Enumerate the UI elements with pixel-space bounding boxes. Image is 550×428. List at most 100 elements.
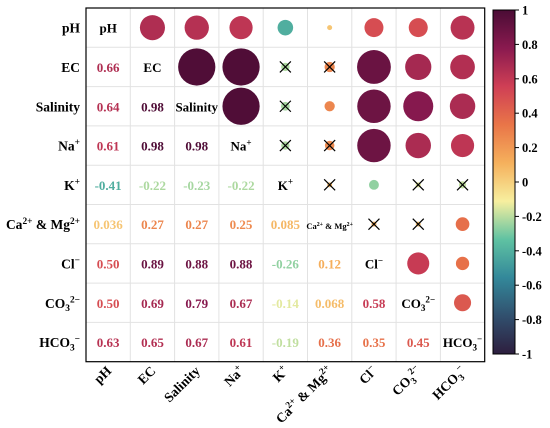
correlation-circle [450, 133, 475, 158]
not-significant-cross-icon [279, 139, 292, 152]
not-significant-cross-icon [412, 218, 425, 231]
correlation-circle [454, 294, 472, 312]
coefficient-label: 0.88 [230, 256, 253, 271]
correlation-circle [229, 16, 253, 40]
cross-stroke [368, 218, 380, 231]
row-label: Ca2+ & Mg2+ [6, 217, 80, 232]
coefficient-label: -0.22 [228, 178, 255, 193]
coefficient-label: 0.12 [318, 256, 341, 271]
diagonal-label: Na+ [231, 137, 252, 153]
cross-stroke [323, 178, 336, 191]
correlation-circle [184, 15, 209, 40]
not-significant-cross-icon [368, 218, 380, 231]
diagonal-label: pH [99, 21, 116, 36]
column-label: Cl− [356, 363, 380, 387]
correlation-circle [455, 217, 470, 231]
cells: pH 0.66 EC 0.64 0.98 Salinity 0.61 0.98 0.98 Na+ -… [94, 15, 482, 352]
row-labels: pH EC Salinity Na+ K+ Ca2+ & Mg2+ Cl− CO32− HCO3… [6, 21, 81, 354]
coefficient-label: 0.61 [97, 139, 120, 154]
row-label: EC [61, 60, 80, 75]
correlation-circle [357, 128, 391, 163]
coefficient-label: -0.23 [183, 178, 211, 193]
correlation-circle [364, 18, 384, 38]
coefficient-label: 0.67 [185, 335, 208, 350]
row-label: CO32− [45, 295, 80, 314]
diagonal-label: EC [143, 60, 161, 75]
column-label: K+ [269, 363, 291, 385]
colorbar-tick-label: -0.8 [522, 313, 542, 327]
plot-frame [85, 7, 486, 363]
row-label: Na+ [58, 138, 80, 153]
correlation-circle [408, 18, 428, 38]
correlation-circle [405, 53, 432, 81]
not-significant-cross-icon [323, 139, 336, 152]
coefficient-label: 0.61 [230, 335, 253, 350]
not-significant-cross-icon [323, 178, 336, 191]
colorbar-tick-label: 0.6 [522, 72, 538, 86]
correlation-circle [324, 101, 335, 112]
diagonal-label: Salinity [175, 99, 218, 114]
coefficient-label: 0.67 [230, 296, 253, 311]
diagonal-label: Cl− [365, 255, 383, 271]
coefficient-label: 0.98 [141, 99, 164, 114]
coefficient-label: 0.98 [141, 139, 164, 154]
coefficient-label: 0.036 [94, 217, 124, 232]
not-significant-cross-icon [279, 61, 292, 73]
correlation-circle [407, 252, 430, 275]
correlation-circle [455, 256, 470, 271]
cross-stroke [323, 139, 336, 152]
column-label: Salinity [161, 363, 203, 405]
coefficient-label: 0.50 [97, 256, 120, 271]
cross-stroke [279, 139, 292, 152]
diagonal-label: HCO3− [443, 334, 482, 352]
coefficient-label: 0.36 [318, 335, 341, 350]
colorbar-tick-label: 0 [522, 176, 528, 190]
correlation-circle [357, 50, 391, 84]
coefficient-label: 0.068 [315, 296, 345, 311]
correlation-circle [403, 91, 434, 122]
coefficient-label: 0.79 [185, 296, 208, 311]
coefficient-label: 0.69 [141, 296, 164, 311]
diagonal-label: Ca2+ & Mg2+ [306, 221, 353, 231]
coefficient-label: 0.25 [230, 217, 253, 232]
correlation-circle [357, 89, 391, 123]
grid [86, 8, 485, 362]
cross-stroke [456, 178, 469, 191]
row-label: HCO3− [39, 335, 80, 354]
coefficient-label: 0.27 [185, 217, 208, 232]
colorbar: 1 0.8 0.6 0.4 0.2 0 -0.2 -0.4 -0.6 -0.8 -1 [492, 4, 543, 362]
colorbar-tick-label: 0.4 [522, 107, 538, 121]
colorbar-tick-label: -0.2 [522, 210, 542, 224]
correlation-circle [222, 87, 260, 125]
column-label: Na+ [221, 363, 247, 389]
coefficient-label: 0.50 [97, 296, 120, 311]
correlation-circle [327, 25, 333, 31]
coefficient-label: -0.41 [95, 178, 122, 193]
row-label: Cl− [61, 256, 80, 271]
coefficient-label: 0.58 [363, 296, 386, 311]
cross-stroke [412, 178, 425, 191]
not-significant-cross-icon [323, 61, 336, 73]
diagonal-label: K+ [278, 177, 293, 193]
column-label: HCO3− [429, 363, 471, 405]
column-labels: pH EC Salinity Na+ K+Ca2+ & Mg2+ Cl−CO32−HCO3… [91, 363, 471, 426]
coefficient-label: 0.89 [141, 256, 164, 271]
coefficient-label: -0.26 [272, 256, 300, 271]
colorbar-tick-label: 0.8 [522, 38, 538, 52]
row-label: pH [62, 21, 81, 36]
cross-stroke [323, 61, 336, 73]
correlation-circle [139, 15, 165, 41]
correlation-circle [449, 93, 476, 119]
coefficient-label: 0.66 [97, 60, 120, 75]
coefficient-label: 0.65 [141, 335, 164, 350]
coefficient-label: 0.27 [141, 217, 164, 232]
coefficient-label: 0.88 [185, 256, 208, 271]
cross-stroke [412, 218, 425, 231]
not-significant-cross-icon [456, 178, 469, 191]
coefficient-label: 0.63 [97, 335, 120, 350]
correlation-circle [222, 48, 260, 86]
row-label: K+ [64, 177, 80, 192]
coefficient-label: -0.19 [272, 335, 300, 350]
coefficient-label: -0.22 [139, 178, 166, 193]
